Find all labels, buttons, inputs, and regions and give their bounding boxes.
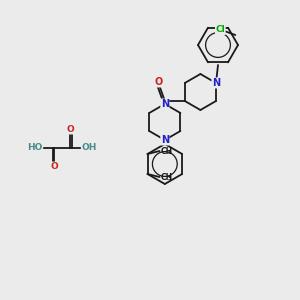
Text: O: O bbox=[155, 77, 163, 87]
Text: O: O bbox=[66, 125, 74, 134]
Text: OH: OH bbox=[81, 143, 97, 152]
Text: 3: 3 bbox=[168, 176, 172, 181]
Text: Cl: Cl bbox=[215, 26, 225, 34]
Text: N: N bbox=[212, 78, 220, 88]
Text: O: O bbox=[50, 162, 58, 171]
Text: N: N bbox=[161, 99, 169, 109]
Text: CH: CH bbox=[160, 146, 172, 155]
Text: 3: 3 bbox=[168, 149, 172, 154]
Text: HO: HO bbox=[27, 143, 43, 152]
Text: CH: CH bbox=[160, 172, 172, 182]
Text: N: N bbox=[161, 135, 169, 145]
